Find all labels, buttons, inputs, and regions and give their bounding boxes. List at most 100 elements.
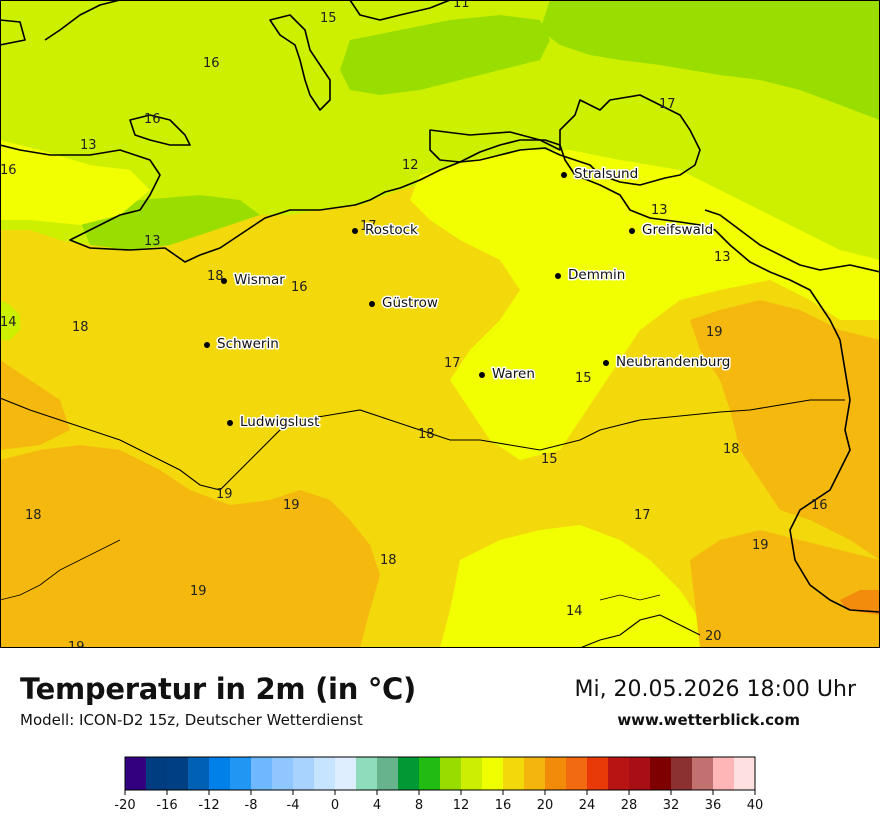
- legend-swatch: [482, 757, 504, 790]
- legend-swatch: [650, 757, 672, 790]
- field-19-east: [690, 300, 880, 560]
- city-label: Demmin: [568, 267, 625, 283]
- city-schwerin: Schwerin: [204, 335, 280, 354]
- legend-frame: [124, 756, 756, 791]
- temp-label: 18: [207, 269, 224, 284]
- legend-swatch: [566, 757, 588, 790]
- city-waren: Waren: [479, 365, 536, 384]
- legend-swatch: [419, 757, 441, 790]
- legend-swatch: [167, 757, 189, 790]
- field-19-se: [690, 530, 880, 648]
- temp-label: 17: [360, 219, 377, 234]
- city-stralsund: Stralsund: [561, 165, 640, 184]
- state-border: [0, 397, 845, 648]
- legend-swatch: [629, 757, 651, 790]
- legend-swatch: [461, 757, 483, 790]
- temperature-labels: 15 11 16 16 13 16 12 17 13 17 13 18 16 1…: [0, 0, 828, 648]
- temp-label: 19: [190, 584, 207, 599]
- temp-label: 15: [575, 371, 592, 386]
- legend-swatch: [440, 757, 462, 790]
- legend-swatch: [692, 757, 714, 790]
- legend-swatch: [209, 757, 231, 790]
- legend-swatch: [587, 757, 609, 790]
- legend-swatch: [524, 757, 546, 790]
- temp-label: 18: [418, 427, 435, 442]
- city-guestrow: Güstrow: [369, 294, 439, 313]
- city-rostock: Rostock: [352, 221, 420, 240]
- legend-swatch: [671, 757, 693, 790]
- temp-label: 12: [402, 158, 419, 173]
- legend-tick-label: 32: [663, 798, 680, 813]
- legend-tick-label: 8: [415, 798, 423, 813]
- legend-swatch: [503, 757, 525, 790]
- field-21-se: [840, 590, 880, 615]
- temp-label: 20: [705, 629, 722, 644]
- legend-tick-label: 16: [495, 798, 512, 813]
- legend-tick-label: -12: [198, 798, 219, 813]
- field-14-w: [0, 300, 20, 340]
- legend-tick-label: -4: [287, 798, 300, 813]
- legend-tick-label: -16: [156, 798, 177, 813]
- legend-swatch: [125, 757, 147, 790]
- temp-label: 13: [144, 234, 161, 249]
- temp-label: 18: [380, 553, 397, 568]
- legend-tick-label: 28: [621, 798, 638, 813]
- legend-swatch: [398, 757, 420, 790]
- legend-swatch: [314, 757, 336, 790]
- temp-label: 19: [216, 487, 233, 502]
- field-19-w: [0, 360, 70, 450]
- legend-swatch: [356, 757, 378, 790]
- legend-swatch: [335, 757, 357, 790]
- city-label: Güstrow: [382, 295, 438, 311]
- legend-swatches: [125, 757, 756, 790]
- temp-label: 13: [80, 138, 97, 153]
- field-19-sw: [0, 445, 380, 648]
- temp-label: 18: [723, 442, 740, 457]
- temp-label: 14: [566, 604, 583, 619]
- legend-tick-label: 20: [537, 798, 554, 813]
- temp-label: 14: [0, 315, 17, 330]
- temp-label: 16: [203, 56, 220, 71]
- temp-label: 19: [68, 640, 85, 648]
- city-label: Greifswald: [642, 222, 713, 238]
- temperature-map: 15 11 16 16 13 16 12 17 13 17 13 18 16 1…: [0, 0, 880, 648]
- coastline: [0, 0, 880, 613]
- legend-swatch: [146, 757, 168, 790]
- legend-swatch: [545, 757, 567, 790]
- temp-label: 15: [541, 452, 558, 467]
- city-label: Schwerin: [217, 336, 279, 352]
- city-label: Wismar: [234, 272, 285, 288]
- legend-swatch: [734, 757, 756, 790]
- color-legend: -20 -16 -12 -8 -4 0 4 8 12 16 20 24 28 32 36 40: [114, 756, 763, 813]
- temp-label: 13: [651, 203, 668, 218]
- legend-tick-label: 4: [373, 798, 381, 813]
- temp-label: 17: [634, 508, 651, 523]
- field-11-n: [340, 15, 550, 95]
- temp-label: 19: [752, 538, 769, 553]
- city-label: Ludwigslust: [240, 414, 319, 430]
- temp-label: 16: [144, 112, 161, 127]
- city-markers: Stralsund Greifswald Rostock Demmin Wism…: [204, 165, 732, 432]
- map-title: Temperatur in 2m (in °C): [20, 672, 416, 706]
- field-11-ne: [540, 0, 880, 120]
- city-label: Waren: [492, 366, 535, 382]
- temp-label: 15: [320, 11, 337, 26]
- city-greifswald: Greifswald: [629, 221, 715, 240]
- legend-swatch: [608, 757, 630, 790]
- forecast-datetime: Mi, 20.05.2026 18:00 Uhr: [574, 677, 856, 702]
- temp-label: 18: [25, 508, 42, 523]
- city-label: Neubrandenburg: [616, 354, 730, 370]
- city-wismar: Wismar: [221, 271, 287, 290]
- city-demmin: Demmin: [555, 266, 627, 285]
- legend-tick-label: -20: [114, 798, 135, 813]
- legend-tick-label: -8: [245, 798, 258, 813]
- legend-swatch: [230, 757, 252, 790]
- legend-swatch: [251, 757, 273, 790]
- site-url: www.wetterblick.com: [617, 711, 800, 729]
- legend-swatch: [713, 757, 735, 790]
- temp-label: 13: [714, 250, 731, 265]
- temp-label: 16: [811, 498, 828, 513]
- temp-label: 16: [0, 163, 17, 178]
- field-15-central: [410, 150, 880, 460]
- temp-label: 11: [453, 0, 470, 11]
